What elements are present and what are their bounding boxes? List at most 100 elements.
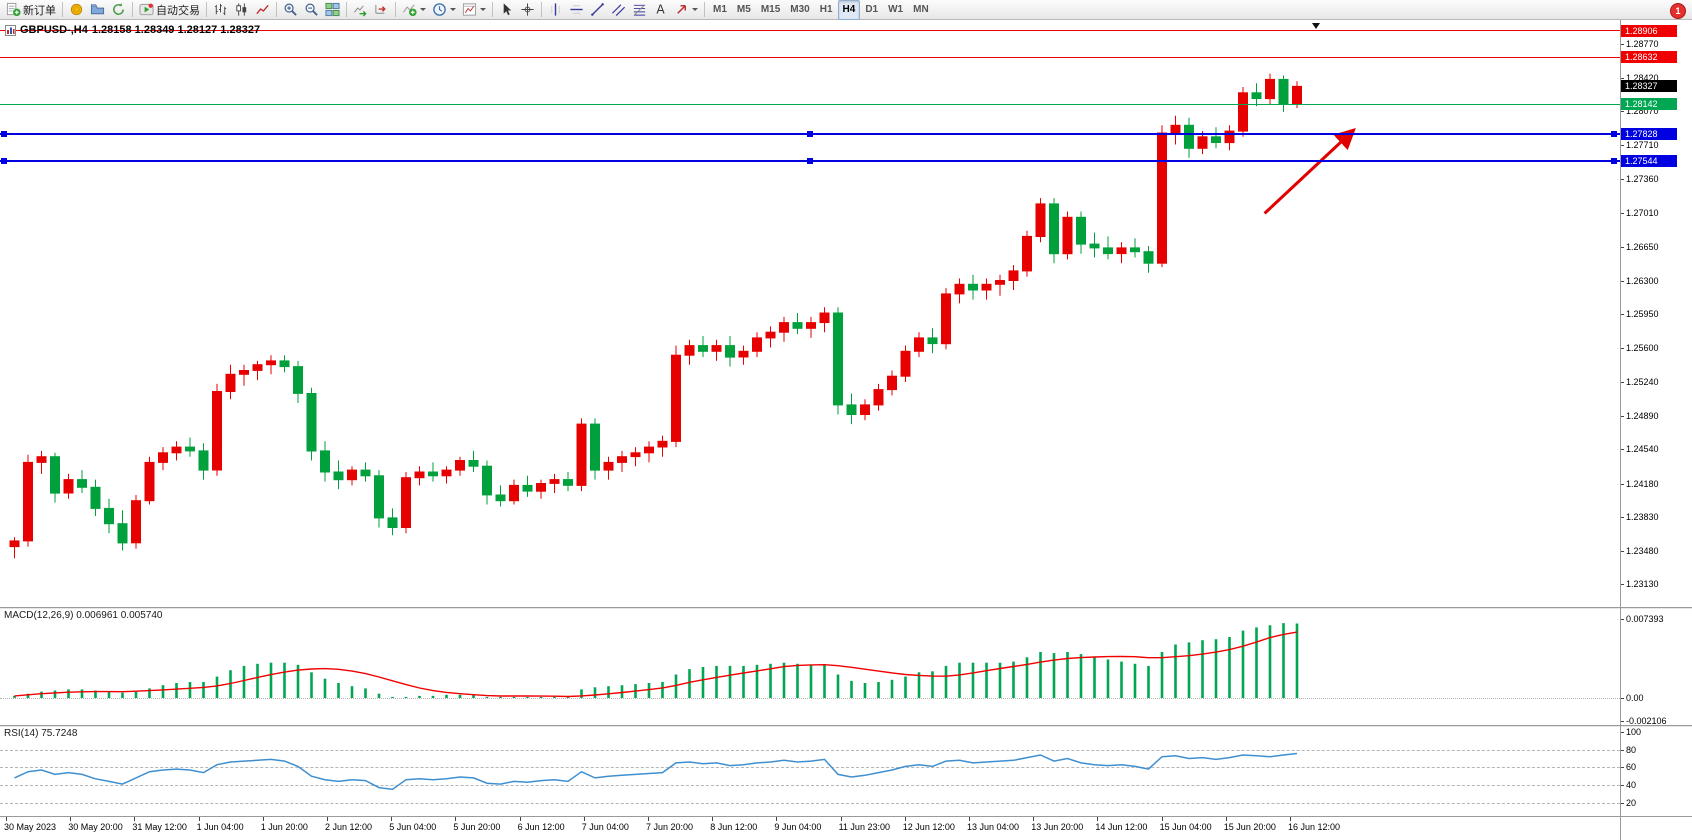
axis-tick bbox=[1620, 382, 1624, 383]
time-label: 13 Jun 20:00 bbox=[1031, 822, 1084, 832]
toolbar-separator bbox=[541, 2, 542, 17]
current-price-badge: 1.28327 bbox=[1621, 80, 1677, 93]
tile-windows-icon bbox=[325, 2, 340, 17]
toolbar: 新订单 自动交易 A M1 M5 M15 M30 H1 H4 D1 W1 MN 1 bbox=[0, 0, 1692, 20]
time-tick bbox=[648, 817, 649, 821]
line-handle[interactable] bbox=[1, 131, 7, 138]
toolbar-separator bbox=[395, 2, 396, 17]
tf-m5-label: M5 bbox=[736, 4, 751, 15]
vertical-line-button[interactable] bbox=[545, 0, 566, 20]
time-tick bbox=[904, 817, 906, 821]
axis-label: 1.25950 bbox=[1626, 309, 1659, 319]
axis-tick bbox=[1620, 415, 1624, 417]
time-label: 30 May 20:00 bbox=[68, 822, 123, 832]
price-chart-canvas[interactable] bbox=[0, 0, 1620, 816]
time-label: 12 Jun 12:00 bbox=[902, 822, 955, 832]
auto-scroll-button[interactable] bbox=[350, 0, 371, 20]
channel-button[interactable] bbox=[608, 0, 629, 20]
axis-label: 1.25240 bbox=[1626, 377, 1659, 387]
axis-tick bbox=[1620, 111, 1624, 112]
zoom-out-button[interactable] bbox=[301, 0, 322, 20]
auto-trading-button[interactable]: 自动交易 bbox=[136, 0, 203, 20]
text-button[interactable]: A bbox=[650, 0, 671, 20]
time-label: 2 Jun 12:00 bbox=[325, 822, 373, 832]
tf-m1[interactable]: M1 bbox=[708, 0, 732, 20]
axis-tick bbox=[1620, 145, 1624, 147]
time-tick bbox=[327, 817, 328, 821]
time-axis[interactable]: 30 May 2023 30 May 20:00 31 May 12:00 1 Jun… bbox=[0, 816, 1692, 840]
profiles-button[interactable] bbox=[87, 0, 108, 20]
line-handle[interactable] bbox=[807, 131, 813, 138]
axis-tick bbox=[1620, 584, 1624, 585]
chart-window-icon bbox=[5, 24, 16, 36]
time-label: 15 Jun 04:00 bbox=[1159, 822, 1212, 832]
toolbar-separator bbox=[276, 2, 277, 17]
axis-tick bbox=[1620, 720, 1624, 722]
time-label: 5 Jun 04:00 bbox=[389, 822, 437, 832]
bar-chart-button[interactable] bbox=[210, 0, 231, 20]
candlestick-button[interactable] bbox=[231, 0, 252, 20]
line-handle[interactable] bbox=[807, 158, 813, 165]
price-line-badge: 1.28906 bbox=[1621, 24, 1677, 37]
toolbar-separator bbox=[62, 2, 63, 17]
axis-tick bbox=[1620, 347, 1624, 349]
horizontal-line-object[interactable] bbox=[0, 56, 1620, 58]
notification-badge[interactable]: 1 bbox=[1670, 3, 1686, 19]
chart-shift-button[interactable] bbox=[371, 0, 392, 20]
axis-tick bbox=[1620, 698, 1624, 699]
rsi-level-line bbox=[0, 802, 1620, 804]
auto-trading-button-label: 自动交易 bbox=[156, 4, 200, 17]
horizontal-line-object[interactable] bbox=[0, 103, 1620, 105]
line-handle[interactable] bbox=[1611, 158, 1617, 165]
axis-label: 1.27710 bbox=[1626, 140, 1659, 151]
cursor-button[interactable] bbox=[496, 0, 517, 20]
tf-m5[interactable]: M5 bbox=[732, 0, 756, 20]
favorites-icon bbox=[69, 2, 84, 17]
tile-windows-button[interactable] bbox=[322, 0, 343, 20]
line-handle[interactable] bbox=[1611, 131, 1617, 138]
rsi-level-line bbox=[0, 749, 1620, 751]
new-order-button[interactable]: 新订单 bbox=[3, 0, 59, 20]
panel-separator[interactable] bbox=[0, 607, 1692, 608]
svg-text:A: A bbox=[656, 3, 665, 17]
time-label: 5 Jun 20:00 bbox=[453, 822, 501, 832]
chart-title: GBPUSD-,H4 1.28158 1.28349 1.28127 1.283… bbox=[5, 24, 260, 36]
fibonacci-button[interactable] bbox=[629, 0, 650, 20]
templates-button[interactable] bbox=[459, 0, 489, 20]
axis-label: -0.002106 bbox=[1626, 715, 1667, 726]
axis-label: 80 bbox=[1626, 744, 1637, 755]
price-line-badge: 1.27544 bbox=[1621, 155, 1677, 168]
price-line-badge: 1.28142 bbox=[1621, 98, 1677, 111]
tf-h4[interactable]: H4 bbox=[837, 0, 861, 20]
refresh-charts-button[interactable] bbox=[108, 0, 129, 20]
rsi-label: RSI(14) 75.7248 bbox=[4, 728, 78, 739]
arrow-object[interactable] bbox=[1263, 128, 1356, 215]
tf-h1[interactable]: H1 bbox=[815, 0, 838, 20]
indicators-button[interactable] bbox=[399, 0, 429, 20]
auto-scroll-icon bbox=[353, 2, 368, 17]
tf-w1[interactable]: W1 bbox=[883, 0, 908, 20]
text-icon: A bbox=[653, 2, 668, 17]
horizontal-line-object[interactable] bbox=[0, 30, 1620, 32]
tf-mn[interactable]: MN bbox=[908, 0, 934, 20]
tf-m15[interactable]: M15 bbox=[756, 0, 785, 20]
crosshair-button[interactable] bbox=[517, 0, 538, 20]
line-chart-button[interactable] bbox=[252, 0, 273, 20]
panel-separator[interactable] bbox=[0, 725, 1692, 726]
time-label: 7 Jun 20:00 bbox=[646, 822, 694, 832]
arrows-button[interactable] bbox=[671, 0, 701, 20]
zoom-in-button[interactable] bbox=[280, 0, 301, 20]
axis-tick bbox=[1620, 550, 1624, 552]
trendline-button[interactable] bbox=[587, 0, 608, 20]
tf-d1[interactable]: D1 bbox=[860, 0, 883, 20]
time-tick bbox=[134, 817, 136, 821]
tf-m30[interactable]: M30 bbox=[785, 0, 814, 20]
time-label: 1 Jun 20:00 bbox=[260, 822, 308, 832]
new-order-button-label: 新订单 bbox=[23, 4, 56, 17]
time-label: 7 Jun 04:00 bbox=[581, 822, 629, 832]
horizontal-line-button[interactable] bbox=[566, 0, 587, 20]
line-handle[interactable] bbox=[1, 158, 7, 165]
periods-button[interactable] bbox=[429, 0, 459, 20]
favorites-button[interactable] bbox=[66, 0, 87, 20]
time-tick bbox=[262, 817, 264, 821]
